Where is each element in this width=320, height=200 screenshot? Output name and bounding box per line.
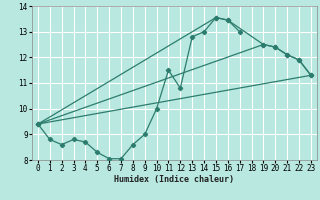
X-axis label: Humidex (Indice chaleur): Humidex (Indice chaleur) [115,175,234,184]
